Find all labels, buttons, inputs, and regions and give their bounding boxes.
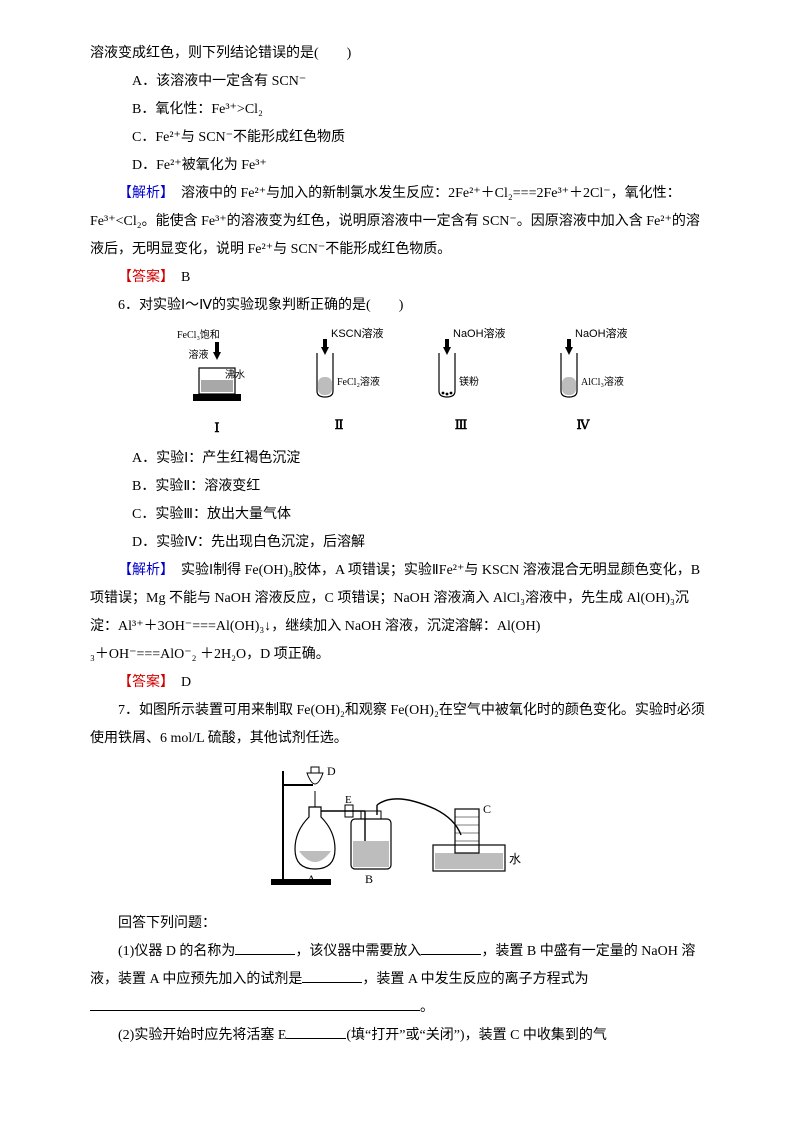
blank[interactable] <box>286 1024 346 1039</box>
q6-stem: 6．对实验Ⅰ～Ⅳ的实验现象判断正确的是( ) <box>90 292 710 320</box>
svg-text:D: D <box>327 764 336 778</box>
experiment-4: NaOH溶液 AlCl₃溶液 Ⅳ <box>535 328 631 441</box>
q5-option-b: B．氧化性：Fe³⁺>Cl₂ <box>90 96 710 124</box>
blank[interactable] <box>235 940 295 955</box>
apparatus-icon: D A E B C 水 <box>265 761 535 891</box>
fig1-top: FeCl₃饱和溶液 <box>177 326 220 366</box>
q6-num: 6． <box>118 298 139 313</box>
q5-answer: 【答案】 B <box>90 264 710 292</box>
test-tube-icon: FeCl₂溶液 <box>291 339 387 401</box>
answer-label: 【答案】 <box>118 675 167 690</box>
q6-option-a: A．实验Ⅰ：产生红褐色沉淀 <box>90 445 710 473</box>
analysis-label: 【解析】 <box>118 563 167 578</box>
q7-num: 7． <box>118 703 139 718</box>
svg-text:水: 水 <box>509 852 521 866</box>
q7-sub1: (1)仪器 D 的名称为，该仪器中需要放入，装置 B 中盛有一定量的 NaOH … <box>90 938 710 994</box>
answer-label: 【答案】 <box>118 270 167 285</box>
svg-text:E: E <box>345 794 352 806</box>
q6-figure-row: FeCl₃饱和溶液 沸水 Ⅰ KSCN溶液 FeCl₂溶液 <box>90 328 710 441</box>
q7-apparatus: D A E B C 水 <box>90 761 710 902</box>
q6-answer-text: D <box>167 675 191 690</box>
roman-2: Ⅱ <box>291 412 387 438</box>
q7-answer-prompt: 回答下列问题： <box>90 910 710 938</box>
roman-4: Ⅳ <box>535 412 631 438</box>
svg-text:沸水: 沸水 <box>225 368 245 381</box>
q5-analysis-text: 溶液中的 Fe²⁺与加入的新制氯水发生反应：2Fe²⁺＋Cl₂===2Fe³⁺＋… <box>90 186 700 257</box>
q7-stem-text: 如图所示装置可用来制取 Fe(OH)₂和观察 Fe(OH)₂在空气中被氧化时的颜… <box>90 703 705 746</box>
q5-option-a: A．该溶液中一定含有 SCN⁻ <box>90 68 710 96</box>
q6-analysis-text1: 实验Ⅰ制得 Fe(OH)₃胶体，A 项错误；实验ⅡFe²⁺与 KSCN 溶液混合… <box>90 563 700 634</box>
svg-text:镁粉: 镁粉 <box>459 375 479 388</box>
blank-long[interactable] <box>90 996 420 1011</box>
q6-analysis-2: ₃＋OH⁻===AlO⁻₂ ＋2H₂O，D 项正确。 <box>90 641 710 669</box>
q6-option-b: B．实验Ⅱ：溶液变红 <box>90 473 710 501</box>
q7-sub1-line2: 。 <box>90 994 710 1022</box>
q5-answer-text: B <box>167 270 190 285</box>
svg-text:FeCl₂溶液: FeCl₂溶液 <box>337 375 380 388</box>
experiment-2: KSCN溶液 FeCl₂溶液 Ⅱ <box>291 328 387 441</box>
svg-text:AlCl₃溶液: AlCl₃溶液 <box>581 375 624 388</box>
q6-analysis-1: 【解析】 实验Ⅰ制得 Fe(OH)₃胶体，A 项错误；实验ⅡFe²⁺与 KSCN… <box>90 557 710 641</box>
q5-option-d: D．Fe²⁺被氧化为 Fe³⁺ <box>90 152 710 180</box>
q7-stem: 7．如图所示装置可用来制取 Fe(OH)₂和观察 Fe(OH)₂在空气中被氧化时… <box>90 697 710 753</box>
q5-analysis: 【解析】 溶液中的 Fe²⁺与加入的新制氯水发生反应：2Fe²⁺＋Cl₂===2… <box>90 180 710 264</box>
q5-option-c: C．Fe²⁺与 SCN⁻不能形成红色物质 <box>90 124 710 152</box>
blank[interactable] <box>421 940 481 955</box>
q6-answer: 【答案】 D <box>90 669 710 697</box>
q7-sub2: (2)实验开始时应先将活塞 E(填“打开”或“关闭”)，装置 C 中收集到的气 <box>90 1022 710 1050</box>
q6-option-d: D．实验Ⅳ：先出现白色沉淀，后溶解 <box>90 529 710 557</box>
svg-text:B: B <box>365 872 373 886</box>
blank[interactable] <box>302 968 362 983</box>
q6-stem-text: 对实验Ⅰ～Ⅳ的实验现象判断正确的是( ) <box>139 298 403 313</box>
test-tube-icon: AlCl₃溶液 <box>535 339 631 401</box>
experiment-1: FeCl₃饱和溶液 沸水 Ⅰ <box>169 328 265 441</box>
q5-stem: 溶液变成红色，则下列结论错误的是( ) <box>90 40 710 68</box>
test-tube-icon: 镁粉 <box>413 339 509 401</box>
svg-text:A: A <box>307 872 316 886</box>
roman-3: Ⅲ <box>413 412 509 438</box>
experiment-3: NaOH溶液 镁粉 Ⅲ <box>413 328 509 441</box>
svg-text:C: C <box>483 802 491 816</box>
roman-1: Ⅰ <box>169 415 265 441</box>
q6-option-c: C．实验Ⅲ：放出大量气体 <box>90 501 710 529</box>
analysis-label: 【解析】 <box>118 186 167 201</box>
